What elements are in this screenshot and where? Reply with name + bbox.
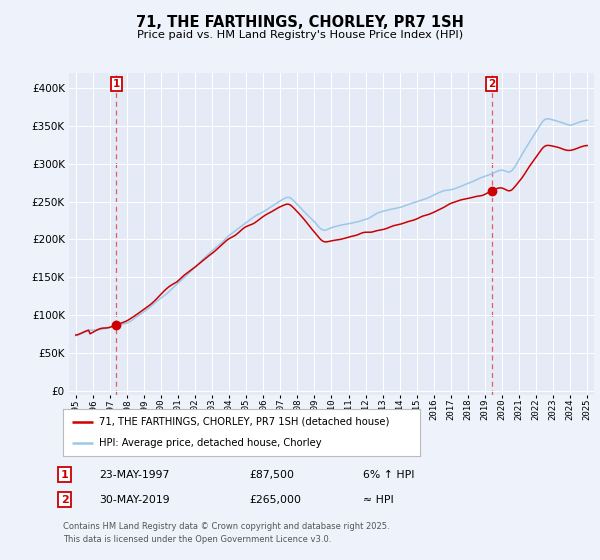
Text: 2: 2 xyxy=(61,494,68,505)
Text: 1: 1 xyxy=(61,470,68,480)
Text: 71, THE FARTHINGS, CHORLEY, PR7 1SH (detached house): 71, THE FARTHINGS, CHORLEY, PR7 1SH (det… xyxy=(98,417,389,427)
Text: Price paid vs. HM Land Registry's House Price Index (HPI): Price paid vs. HM Land Registry's House … xyxy=(137,30,463,40)
Text: 71, THE FARTHINGS, CHORLEY, PR7 1SH: 71, THE FARTHINGS, CHORLEY, PR7 1SH xyxy=(136,15,464,30)
Text: 6% ↑ HPI: 6% ↑ HPI xyxy=(363,470,415,480)
Text: £265,000: £265,000 xyxy=(249,494,301,505)
Text: 23-MAY-1997: 23-MAY-1997 xyxy=(99,470,169,480)
Text: Contains HM Land Registry data © Crown copyright and database right 2025.
This d: Contains HM Land Registry data © Crown c… xyxy=(63,522,389,544)
Text: 30-MAY-2019: 30-MAY-2019 xyxy=(99,494,170,505)
Text: £87,500: £87,500 xyxy=(249,470,294,480)
Text: 2: 2 xyxy=(488,79,496,89)
Text: ≈ HPI: ≈ HPI xyxy=(363,494,394,505)
Text: 1: 1 xyxy=(113,79,120,89)
Text: HPI: Average price, detached house, Chorley: HPI: Average price, detached house, Chor… xyxy=(98,438,322,448)
